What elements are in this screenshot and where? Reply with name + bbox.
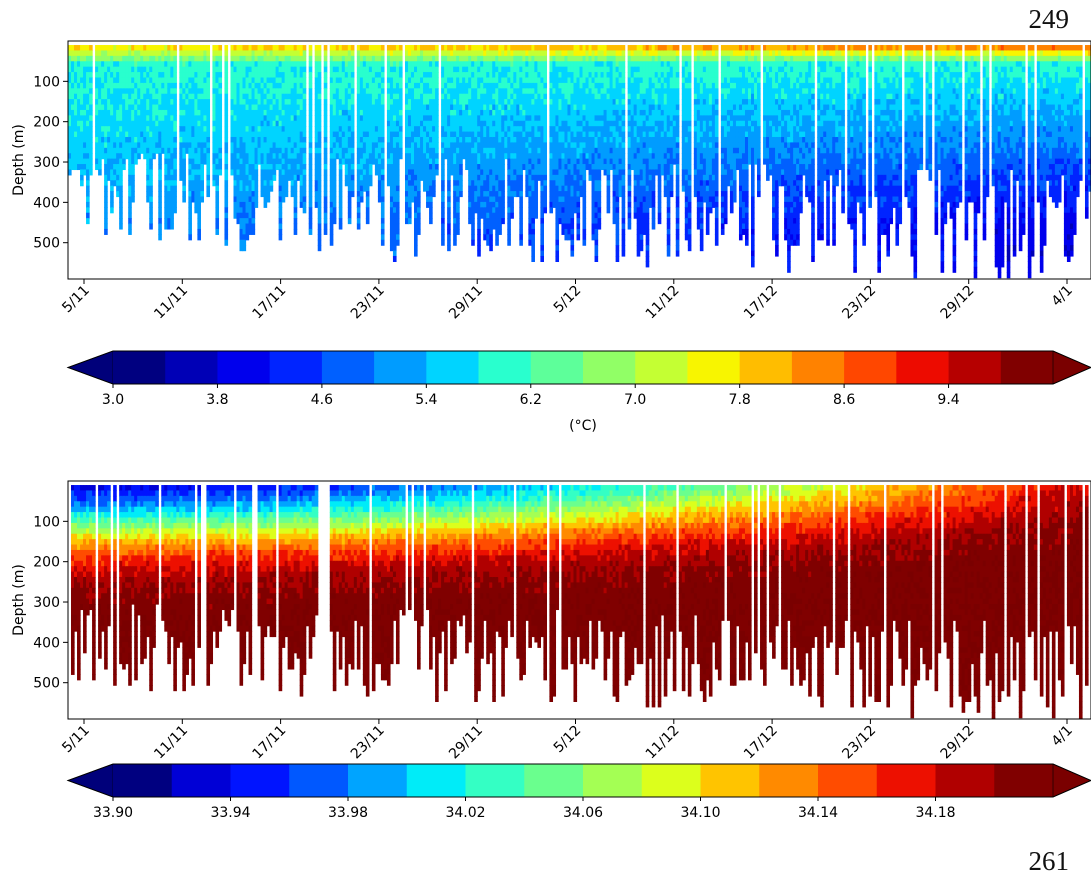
colorbar-extend-low xyxy=(68,764,113,797)
colorbar-tick-label: 3.8 xyxy=(206,392,228,408)
colorbar-extend-low xyxy=(68,351,113,384)
y-tick-label: 100 xyxy=(33,514,60,530)
x-tick-label: 4/1 xyxy=(1049,283,1076,310)
colorbar-segment xyxy=(896,351,949,384)
colorbar-segment xyxy=(348,764,407,797)
y-tick-label: 100 xyxy=(33,74,60,90)
colorbar-tick-label: 33.94 xyxy=(210,805,250,821)
y-tick-label: 200 xyxy=(33,555,60,571)
colorbar-segment xyxy=(740,351,793,384)
colorbar-segment xyxy=(531,351,584,384)
colorbar-segment xyxy=(759,764,818,797)
colorbar-tick-label: 34.18 xyxy=(915,805,955,821)
colorbar-extend-high xyxy=(1053,764,1091,797)
colorbar-segment xyxy=(231,764,290,797)
page-number-top: 249 xyxy=(1029,4,1070,35)
colorbar-segment xyxy=(426,351,479,384)
colorbar-segment xyxy=(172,764,231,797)
colorbar-segment xyxy=(994,764,1053,797)
colorbar-tick-label: 34.14 xyxy=(798,805,838,821)
temperature-colorbar: 3.0 3.8 4.6 5.4 6.2 7.0 7.8 8.6 9.4 (°C) xyxy=(68,351,1091,434)
colorbar-segment xyxy=(792,351,845,384)
x-tick-label: 5/12 xyxy=(551,723,585,757)
colorbar-tick-label: 9.4 xyxy=(937,392,959,408)
y-axis-label: Depth (m) xyxy=(11,564,27,636)
colorbar-segment xyxy=(635,351,688,384)
x-tick-label: 29/12 xyxy=(938,723,978,763)
x-tick-label: 17/12 xyxy=(741,283,781,323)
x-tick-label: 23/11 xyxy=(348,283,388,323)
x-tick-label: 23/11 xyxy=(348,723,388,763)
colorbar-segment xyxy=(165,351,218,384)
x-tick-label: 11/12 xyxy=(643,723,683,763)
x-tick-label: 17/11 xyxy=(250,723,290,763)
x-tick-label: 5/11 xyxy=(59,723,93,757)
y-axis-label: Depth (m) xyxy=(11,124,27,196)
x-tick-label: 11/12 xyxy=(643,283,683,323)
colorbar-tick-label: 34.06 xyxy=(563,805,603,821)
colorbar-segment xyxy=(583,764,642,797)
colorbar-segment xyxy=(936,764,995,797)
x-tick-label: 23/12 xyxy=(839,283,879,323)
colorbar-segment xyxy=(949,351,1002,384)
x-tick-label: 4/1 xyxy=(1049,723,1076,750)
colorbar-tick-label: 5.4 xyxy=(415,392,437,408)
colorbar-tick-label: 3.0 xyxy=(102,392,124,408)
colorbar-segment xyxy=(322,351,375,384)
salinity-colorbar: 33.90 33.94 33.98 34.02 34.06 34.10 34.14 34.18 xyxy=(68,764,1091,821)
x-tick-label: 11/11 xyxy=(151,283,191,323)
colorbar-tick-label: 34.10 xyxy=(680,805,720,821)
x-tick-label: 23/12 xyxy=(839,723,879,763)
colorbar-segment xyxy=(270,351,323,384)
y-tick-label: 400 xyxy=(33,195,60,211)
x-tick-label: 11/11 xyxy=(151,723,191,763)
colorbar-tick-label: 4.6 xyxy=(311,392,333,408)
colorbar-segment xyxy=(217,351,270,384)
colorbar-segment xyxy=(877,764,936,797)
colorbar-segment xyxy=(687,351,740,384)
colorbar-segment xyxy=(642,764,701,797)
colorbar-segment xyxy=(407,764,466,797)
colorbar-segment xyxy=(1001,351,1054,384)
y-tick-label: 500 xyxy=(33,236,60,252)
colorbar-segment xyxy=(113,764,172,797)
colorbar-extend-high xyxy=(1053,351,1091,384)
x-tick-label: 29/11 xyxy=(446,283,486,323)
colorbar-tick-label: 33.90 xyxy=(93,805,133,821)
colorbar-label: (°C) xyxy=(569,418,597,434)
colorbar-segment xyxy=(289,764,348,797)
y-tick-label: 300 xyxy=(33,595,60,611)
x-tick-label: 5/12 xyxy=(551,283,585,317)
colorbar-segment xyxy=(479,351,532,384)
heatmap-field xyxy=(71,485,1089,724)
x-tick-label: 29/11 xyxy=(446,723,486,763)
x-tick-label: 17/12 xyxy=(741,723,781,763)
colorbar-segment xyxy=(524,764,583,797)
colorbar-segment xyxy=(374,351,427,384)
colorbar-tick-label: 33.98 xyxy=(328,805,368,821)
colorbar-segment xyxy=(818,764,877,797)
y-tick-label: 400 xyxy=(33,635,60,651)
colorbar-segment xyxy=(844,351,897,384)
colorbar-tick-label: 7.0 xyxy=(624,392,646,408)
colorbar-tick-label: 6.2 xyxy=(520,392,542,408)
colorbar-segment xyxy=(583,351,636,384)
y-tick-label: 500 xyxy=(33,676,60,692)
colorbar-tick-label: 34.02 xyxy=(445,805,485,821)
y-tick-label: 300 xyxy=(33,155,60,171)
colorbar-tick-label: 8.6 xyxy=(833,392,855,408)
x-tick-label: 17/11 xyxy=(250,283,290,323)
colorbar-segment xyxy=(113,351,166,384)
salinity-panel: 100 200 300 400 500 Depth (m) 5/11 11/11 17/11 23… xyxy=(11,481,1091,762)
temperature-panel: 100 200 300 400 500 Depth (m) 5/11 11/11 17/11 23… xyxy=(11,41,1091,322)
colorbar-tick-label: 7.8 xyxy=(729,392,751,408)
y-tick-label: 200 xyxy=(33,115,60,131)
colorbar-segment xyxy=(466,764,525,797)
colorbar-segment xyxy=(701,764,760,797)
x-tick-label: 5/11 xyxy=(59,283,93,317)
x-tick-label: 29/12 xyxy=(938,283,978,323)
heatmap-field xyxy=(68,45,1091,278)
